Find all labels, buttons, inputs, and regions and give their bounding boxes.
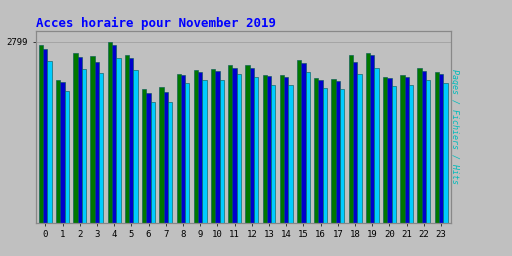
Bar xyxy=(263,74,267,223)
Bar xyxy=(82,69,86,223)
Bar xyxy=(383,77,387,223)
Bar xyxy=(288,85,293,223)
Bar xyxy=(99,73,103,223)
Bar xyxy=(323,88,327,223)
Bar xyxy=(142,89,146,223)
Bar xyxy=(374,68,379,223)
Bar xyxy=(245,65,250,223)
Bar xyxy=(237,73,241,223)
Bar xyxy=(146,93,151,223)
Bar xyxy=(331,79,336,223)
Bar xyxy=(168,102,172,223)
Bar xyxy=(387,78,392,223)
Bar xyxy=(306,72,310,223)
Bar xyxy=(56,80,60,223)
Bar xyxy=(112,45,116,223)
Bar xyxy=(340,89,344,223)
Bar xyxy=(129,58,134,223)
Bar xyxy=(254,77,258,223)
Bar xyxy=(215,71,220,223)
Bar xyxy=(392,87,396,223)
Bar xyxy=(125,55,129,223)
Bar xyxy=(435,72,439,223)
Bar xyxy=(370,55,374,223)
Bar xyxy=(164,92,168,223)
Bar xyxy=(422,71,426,223)
Bar xyxy=(404,77,409,223)
Bar xyxy=(284,77,288,223)
Bar xyxy=(280,75,284,223)
Bar xyxy=(336,81,340,223)
Bar xyxy=(95,62,99,223)
Bar xyxy=(271,84,275,223)
Bar xyxy=(366,52,370,223)
Bar xyxy=(48,61,52,223)
Bar xyxy=(439,74,443,223)
Bar xyxy=(60,82,65,223)
Bar xyxy=(250,68,254,223)
Bar xyxy=(91,56,95,223)
Bar xyxy=(314,78,318,223)
Bar xyxy=(73,53,78,223)
Bar xyxy=(400,75,404,223)
Bar xyxy=(318,80,323,223)
Bar xyxy=(301,63,306,223)
Bar xyxy=(43,49,48,223)
Bar xyxy=(65,91,69,223)
Y-axis label: Pages / Fichiers / Hits: Pages / Fichiers / Hits xyxy=(450,69,459,184)
Bar xyxy=(159,88,164,223)
Bar xyxy=(198,72,202,223)
Text: Acces horaire pour November 2019: Acces horaire pour November 2019 xyxy=(36,16,276,29)
Bar xyxy=(185,83,189,223)
Bar xyxy=(357,73,361,223)
Bar xyxy=(181,76,185,223)
Bar xyxy=(39,45,43,223)
Bar xyxy=(78,57,82,223)
Bar xyxy=(177,74,181,223)
Bar xyxy=(220,80,224,223)
Bar xyxy=(353,62,357,223)
Bar xyxy=(426,80,431,223)
Bar xyxy=(267,76,271,223)
Bar xyxy=(211,69,215,223)
Bar xyxy=(228,65,232,223)
Bar xyxy=(443,83,447,223)
Bar xyxy=(108,41,112,223)
Bar xyxy=(194,70,198,223)
Bar xyxy=(116,58,121,223)
Bar xyxy=(134,70,138,223)
Bar xyxy=(151,102,155,223)
Bar xyxy=(232,68,237,223)
Bar xyxy=(409,85,413,223)
Bar xyxy=(349,55,353,223)
Bar xyxy=(417,68,422,223)
Bar xyxy=(202,80,207,223)
Bar xyxy=(297,60,301,223)
